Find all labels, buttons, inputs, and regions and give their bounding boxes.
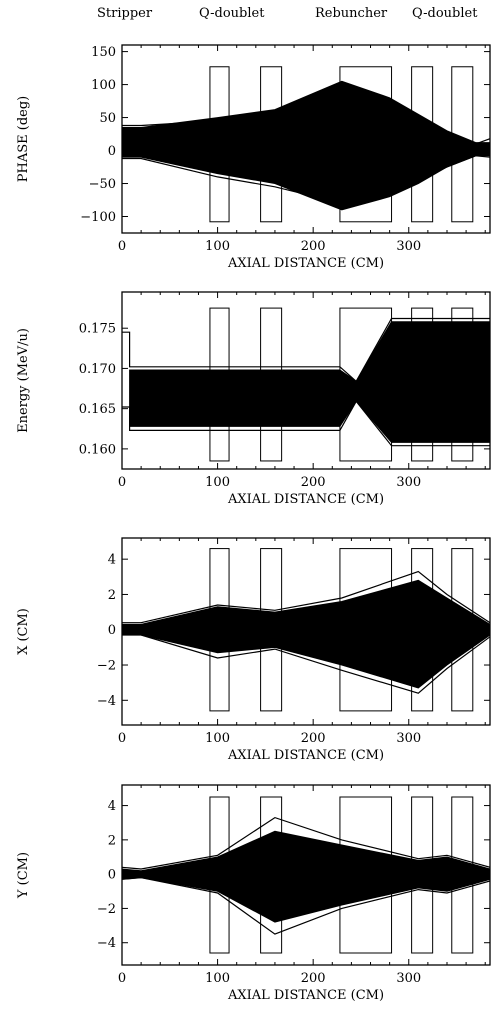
x-tick-label: 100 xyxy=(205,971,230,986)
y-tick-label: −50 xyxy=(89,177,116,192)
y-tick-label: −4 xyxy=(97,936,116,951)
beam-envelope-area xyxy=(129,321,490,443)
y-tick-label: 100 xyxy=(91,78,116,93)
x-tick-label: 200 xyxy=(301,731,326,746)
beam-data-group xyxy=(122,570,490,694)
plot-frame xyxy=(121,291,491,470)
x-tick-label: 0 xyxy=(118,731,126,746)
plot-frame xyxy=(121,784,491,966)
trajectory-line-1 xyxy=(122,95,490,145)
y-tick-label: 0 xyxy=(108,868,116,883)
section-header: Stripper Q-doublet Rebuncher Q-doublet xyxy=(0,0,495,30)
x-axis-label: AXIAL DISTANCE (CM) xyxy=(227,748,384,763)
x-tick-label: 300 xyxy=(396,731,421,746)
trajectory-line-1 xyxy=(122,570,490,624)
plot-frame xyxy=(121,537,491,726)
x-tick-label: 100 xyxy=(205,731,230,746)
y-tick-label: 2 xyxy=(108,833,116,848)
y-axis-label: Energy (MeV/u) xyxy=(16,328,31,433)
y-axis-label: PHASE (deg) xyxy=(16,96,31,182)
header-label-stripper: Stripper xyxy=(97,6,153,21)
chart-panel-1: 0 100 200 300 150 100 50 0 −50 −100 AXIAL DISTANCE… xyxy=(16,44,491,271)
header-label-q-doublet-1: Q-doublet xyxy=(199,6,265,21)
x-tick-label: 300 xyxy=(396,475,421,490)
y-tick-label: 0.170 xyxy=(79,362,116,377)
x-tick-label: 300 xyxy=(396,239,421,254)
plot-frame xyxy=(121,44,491,234)
beam-envelope-area xyxy=(122,830,490,923)
trajectory-line-2 xyxy=(122,155,490,204)
y-tick-label: 50 xyxy=(99,111,116,126)
y-tick-label: 150 xyxy=(91,45,116,60)
y-tick-label: 0 xyxy=(108,144,116,159)
x-tick-label: 200 xyxy=(301,971,326,986)
y-axis-label: Y (CM) xyxy=(16,852,31,899)
y-tick-label: −4 xyxy=(97,694,116,709)
x-axis-label: AXIAL DISTANCE (CM) xyxy=(227,492,384,507)
x-tick-label: 100 xyxy=(205,239,230,254)
trajectory-line-2 xyxy=(122,876,490,935)
y-axis-label: X (CM) xyxy=(16,608,31,655)
y-tick-label: −2 xyxy=(97,659,116,674)
beam-data-group xyxy=(122,317,490,447)
header-label-rebuncher: Rebuncher xyxy=(315,6,388,21)
y-tick-label: 4 xyxy=(108,799,116,814)
x-tick-label: 200 xyxy=(301,239,326,254)
trajectory-line-2 xyxy=(122,634,490,694)
trajectory-line-2 xyxy=(122,400,490,447)
beam-envelope-area xyxy=(122,579,490,689)
chart-panel-2: 0 100 200 300 0.175 0.170 0.165 0.160 AXIAL DIST… xyxy=(16,291,491,507)
x-axis-label: AXIAL DISTANCE (CM) xyxy=(227,256,384,271)
x-tick-label: 0 xyxy=(118,239,126,254)
y-tick-label: 0.160 xyxy=(79,442,116,457)
y-tick-label: 0 xyxy=(108,623,116,638)
x-tick-label: 0 xyxy=(118,475,126,490)
y-tick-label: 0.175 xyxy=(79,322,116,337)
beam-envelope-area xyxy=(122,80,490,211)
chart-panel-3: 0 100 200 300 4 2 0 −2 −4 AXIAL DISTANCE (CM) X (C… xyxy=(16,537,491,763)
y-tick-label: −2 xyxy=(97,902,116,917)
y-tick-label: −100 xyxy=(80,210,116,225)
y-tick-label: 4 xyxy=(108,553,116,568)
x-tick-label: 300 xyxy=(396,971,421,986)
y-tick-label: 0.165 xyxy=(79,402,116,417)
x-tick-label: 100 xyxy=(205,475,230,490)
header-label-q-doublet-2: Q-doublet xyxy=(412,6,478,21)
chart-panel-4: 0 100 200 300 4 2 0 −2 −4 AXIAL DISTANCE (CM) Y (C… xyxy=(16,784,491,1003)
beam-data-group xyxy=(122,80,490,211)
x-axis-label: AXIAL DISTANCE (CM) xyxy=(227,988,384,1003)
trajectory-line-1 xyxy=(122,816,490,870)
x-tick-label: 0 xyxy=(118,971,126,986)
y-tick-label: 2 xyxy=(108,588,116,603)
x-tick-label: 200 xyxy=(301,475,326,490)
trajectory-line-1 xyxy=(122,317,490,383)
beam-data-group xyxy=(122,816,490,935)
